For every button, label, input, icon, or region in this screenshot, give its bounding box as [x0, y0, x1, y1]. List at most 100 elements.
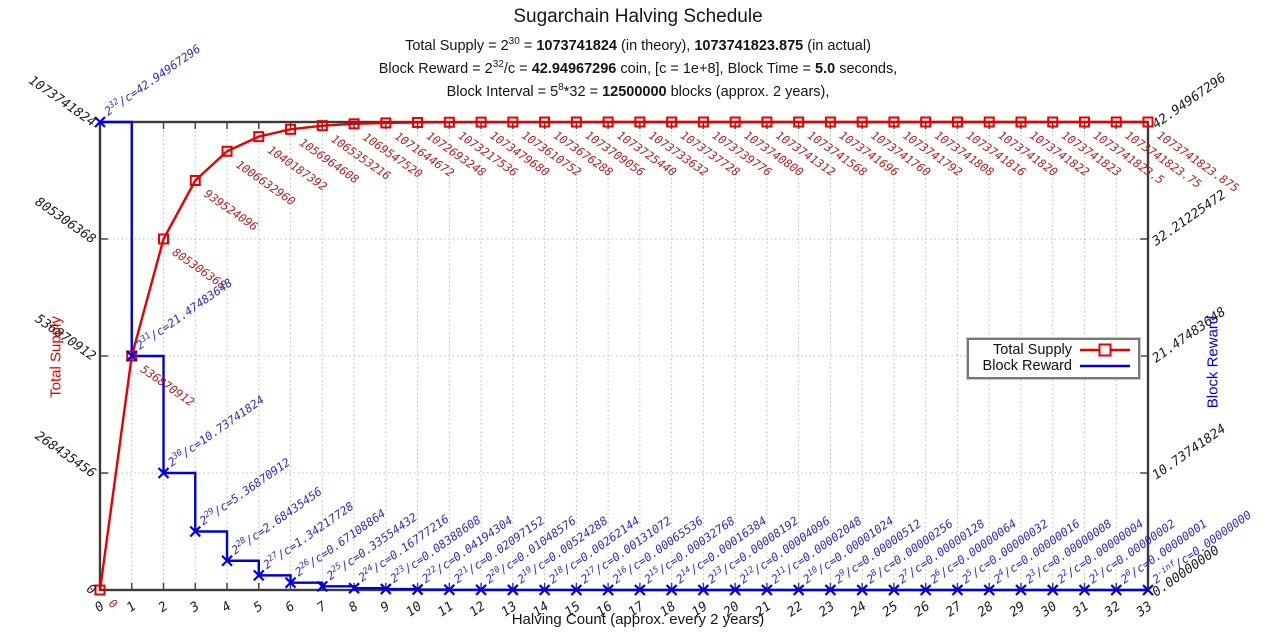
x-tick-label: 21	[753, 599, 774, 620]
total-supply-marker	[1110, 116, 1122, 128]
total-supply-marker	[729, 116, 741, 128]
y2-axis-label-block-reward: Block Reward	[1204, 315, 1222, 409]
x-tick-label: 25	[880, 599, 902, 620]
block-reward-marker	[94, 116, 106, 128]
y-left-tick-label: 268435456	[32, 429, 98, 482]
total-supply-marker	[1015, 116, 1027, 128]
x-tick-label: 14	[530, 599, 551, 620]
subtitle3-text: Block Interval = 5	[446, 83, 559, 100]
total-supply-marker	[570, 116, 582, 128]
block-reward-marker	[1110, 584, 1123, 596]
block-reward-marker	[507, 584, 519, 596]
x-tick-label: 15	[562, 599, 584, 620]
y-right-tick-label: 32.21225472	[1149, 188, 1229, 250]
total-supply-marker	[443, 116, 455, 128]
total-supply-marker	[1142, 116, 1154, 128]
total-supply-marker	[507, 116, 519, 128]
legend-marker-total-supply	[1098, 343, 1112, 357]
block-reward-marker	[634, 584, 646, 596]
total-supply-marker	[1047, 116, 1059, 128]
block-reward-marker	[1015, 584, 1027, 596]
x-tick-label: 16	[594, 599, 616, 620]
block-reward-marker	[856, 584, 868, 596]
x-tick-label: 10	[403, 599, 425, 620]
block-reward-marker	[1078, 584, 1091, 596]
block-reward-marker	[475, 584, 487, 596]
x-tick-label: 17	[626, 599, 648, 620]
subtitle3-exponent: 8	[558, 82, 564, 93]
block-reward-line	[100, 120, 1148, 592]
total-supply-marker	[412, 116, 424, 128]
block-reward-marker	[157, 467, 170, 479]
legend-item-block-reward: Block Reward	[973, 358, 1131, 374]
chart-subtitle-line2: Block Reward = 232/c = 42.94967296 coin,…	[378, 59, 898, 77]
total-supply-marker	[380, 117, 392, 129]
total-supply-marker	[221, 145, 233, 157]
x-tick-label: 22	[785, 599, 807, 620]
block-reward-marker	[824, 584, 837, 596]
total-supply-marker	[602, 116, 614, 128]
block-reward-marker	[316, 580, 329, 593]
total-supply-marker	[666, 116, 678, 128]
block-time-value: 5.0	[815, 60, 836, 77]
total-supply-marker	[888, 116, 900, 128]
block-reward-marker	[951, 584, 964, 596]
legend-sample-block-reward	[1080, 364, 1130, 368]
block-reward-marker	[697, 584, 710, 596]
total-supply-marker	[920, 116, 932, 128]
x-tick-label: 28	[975, 599, 997, 620]
block-reward-marker	[919, 584, 932, 596]
chart-subtitle-line1: Total Supply = 230 = 1073741824 (in theo…	[405, 36, 871, 54]
block-reward-point-label: 230/c=10.73741824	[165, 392, 267, 469]
x-tick-label: 19	[689, 599, 710, 620]
total-supply-marker	[539, 116, 551, 128]
legend-item-total-supply: Total Supply	[973, 342, 1131, 358]
block-reward-marker	[380, 583, 392, 595]
block-reward-marker	[1046, 584, 1059, 596]
x-tick-label: 24	[848, 599, 869, 620]
total-supply-point-label: 0	[106, 596, 120, 611]
block-reward-marker	[443, 583, 456, 596]
total-supply-marker	[253, 131, 265, 143]
y-right-tick-label: 42.94967296	[1150, 71, 1229, 133]
legend-sample-total-supply	[1080, 343, 1130, 357]
total-supply-marker	[285, 123, 297, 135]
x-tick-label: 23	[816, 599, 837, 620]
chart-title: Sugarchain Halving Schedule	[513, 6, 763, 27]
block-reward-marker	[411, 583, 424, 596]
subtitle2-text: Block Reward = 2	[378, 60, 493, 77]
y-left-tick-label: 1073741824	[26, 73, 99, 130]
x-tick-label: 26	[912, 599, 934, 620]
block-reward-marker	[729, 584, 741, 596]
block-reward-value: 42.94967296	[531, 60, 617, 77]
total-supply-point-label: 939524096	[202, 186, 261, 233]
y-axis-label-total-supply: Total Supply	[47, 316, 65, 398]
subtitle1-exponent: 30	[508, 36, 520, 47]
total-supply-marker	[1078, 116, 1090, 128]
total-supply-line	[98, 120, 1148, 591]
x-axis-label: Halving Count (approx. every 2 years)	[511, 611, 765, 628]
block-interval-value: 12500000	[602, 83, 667, 100]
block-reward-point-label: 231/c=21.47483648	[133, 275, 235, 352]
block-reward-marker	[221, 554, 233, 567]
x-tick-label: 13	[499, 599, 520, 620]
total-supply-marker	[126, 350, 138, 362]
block-reward-marker	[348, 582, 360, 594]
block-reward-marker	[125, 350, 138, 362]
x-tick-label: 27	[943, 599, 965, 620]
total-supply-marker	[348, 118, 360, 130]
block-reward-marker	[189, 525, 202, 538]
block-reward-marker	[1142, 584, 1154, 596]
x-tick-label: 29	[1007, 599, 1028, 620]
total-supply-marker	[634, 116, 646, 128]
chart-subtitle-line3: Block Interval = 58*32 = 12500000 blocks…	[446, 82, 830, 100]
total-supply-theory-value: 1073741824	[536, 37, 617, 54]
total-supply-point-label: 536870912	[138, 362, 197, 409]
total-supply-marker	[951, 116, 963, 128]
block-reward-marker	[792, 584, 805, 596]
total-supply-marker	[158, 233, 170, 245]
total-supply-actual-value: 1073741823.875	[694, 37, 804, 54]
total-supply-marker	[856, 116, 868, 128]
